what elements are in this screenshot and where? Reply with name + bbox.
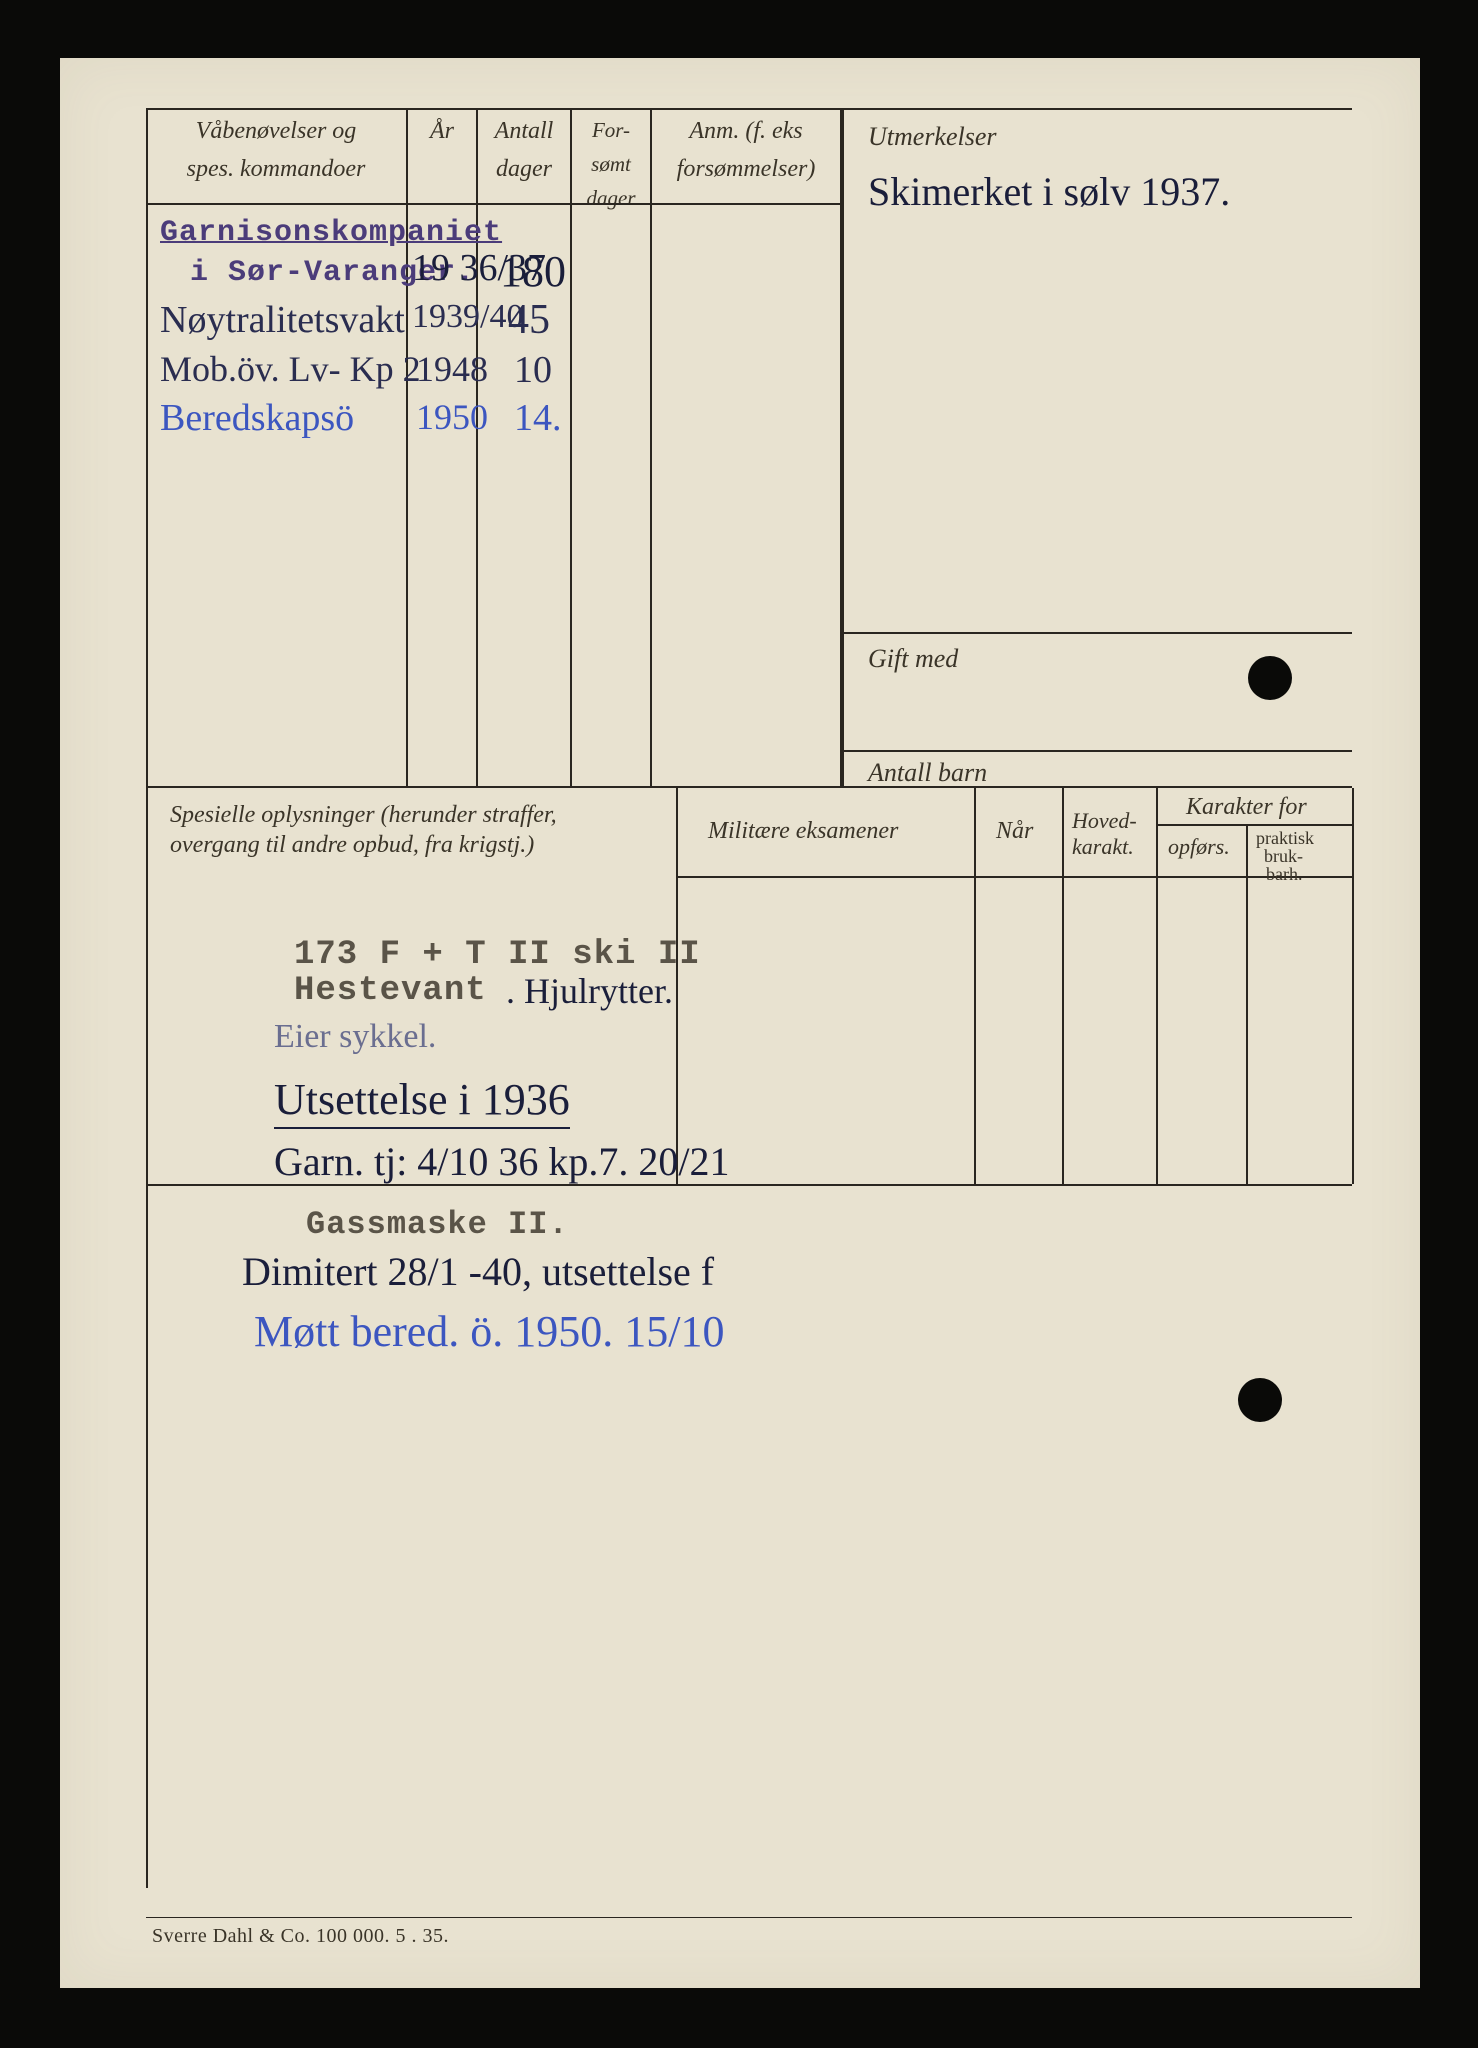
- punch-hole-1: [1248, 656, 1292, 700]
- barn-rule-top: [842, 750, 1352, 752]
- h-subhdr: [676, 876, 1352, 878]
- row1-aar: 1939/40: [412, 298, 523, 336]
- label-milex: Militære eksamener: [708, 818, 898, 845]
- hdr-antall-1: Antall: [478, 108, 570, 146]
- footer-imprint: Sverre Dahl & Co. 100 000. 5 . 35.: [152, 1925, 449, 1948]
- hdr-anm-2: forsømmelser): [652, 146, 840, 184]
- col-ovelser: Våbenøvelser og spes. kommandoer: [146, 108, 408, 786]
- row1-ovelser: Nøytralitetsvakt: [160, 298, 405, 342]
- v-right: [1352, 788, 1354, 1184]
- note-line: Utsettelse i 1936: [274, 1074, 570, 1129]
- record-card: Våbenøvelser og spes. kommandoer År Anta…: [60, 58, 1420, 1988]
- hdr-antall-2: dager: [478, 146, 570, 184]
- label-spes-1: Spesielle oplysninger (herunder straffer…: [170, 802, 557, 829]
- col-anm: Anm. (f. eks forsømmelser): [652, 108, 842, 786]
- divider-main: [842, 108, 844, 786]
- note-line: Garn. tj: 4/10 36 kp.7. 20/21: [274, 1138, 730, 1185]
- label-hoved-2: karakt.: [1072, 834, 1134, 860]
- footer-rule: [146, 1917, 1352, 1918]
- note-line: . Hjulrytter.: [506, 970, 673, 1012]
- row2-aar: 1948: [416, 348, 488, 390]
- label-utmerkelser: Utmerkelser: [868, 122, 997, 152]
- v-opfors: [1246, 824, 1248, 1184]
- hdr-forsomt-2: sømt: [572, 142, 650, 176]
- row2-ovelser: Mob.öv. Lv- Kp 2: [160, 348, 421, 390]
- hdr-forsomt-3: dager: [572, 176, 650, 210]
- label-karfor: Karakter for: [1186, 794, 1307, 821]
- header-rule: [146, 203, 842, 205]
- col-aar: År: [408, 108, 478, 786]
- row3-antall: 14.: [514, 396, 562, 440]
- hdr-anm-1: Anm. (f. eks: [652, 108, 840, 146]
- v-milex: [974, 788, 976, 1184]
- label-spes-2: overgang til andre opbud, fra krigstj.): [170, 832, 534, 859]
- gift-rule: [842, 632, 1352, 634]
- row3-ovelser: Beredskapsö: [160, 396, 354, 440]
- note-line: Møtt bered. ö. 1950. 15/10: [254, 1306, 725, 1357]
- row1-antall: 45: [508, 296, 550, 344]
- hdr-aar: År: [408, 108, 476, 146]
- note-line: 173 F + T II ski II: [294, 936, 701, 974]
- row0-ovelser-a: Garnisonskompaniet: [160, 216, 502, 250]
- row2-antall: 10: [514, 348, 552, 392]
- col-forsomt: For- sømt dager: [572, 108, 652, 786]
- note-line: Gassmaske II.: [306, 1206, 569, 1243]
- value-utmerkelser: Skimerket i sølv 1937.: [868, 168, 1230, 215]
- label-hoved-1: Hoved-: [1072, 808, 1137, 834]
- col-antall: Antall dager: [478, 108, 572, 786]
- h-karfor: [1156, 824, 1352, 826]
- note-line: Hestevant: [294, 972, 487, 1010]
- note-line: Eier sykkel.: [274, 1018, 436, 1056]
- punch-hole-2: [1238, 1378, 1282, 1422]
- v-spes: [676, 788, 678, 1184]
- v-naar: [1062, 788, 1064, 1184]
- hdr-ovelser-2: spes. kommandoer: [146, 146, 406, 184]
- label-barn: Antall barn: [868, 758, 987, 788]
- label-gift: Gift med: [868, 644, 958, 674]
- hdr-forsomt-1: For-: [572, 108, 650, 142]
- label-prakt-3: barh.: [1266, 864, 1302, 885]
- note-line: Dimitert 28/1 -40, utsettelse f: [242, 1248, 714, 1295]
- hdr-ovelser-1: Våbenøvelser og: [146, 108, 406, 146]
- row0-antall: 180: [500, 246, 566, 297]
- label-naar: Når: [996, 818, 1033, 845]
- label-opfors: opførs.: [1168, 834, 1230, 860]
- row3-aar: 1950: [416, 396, 488, 438]
- v-hoved: [1156, 788, 1158, 1184]
